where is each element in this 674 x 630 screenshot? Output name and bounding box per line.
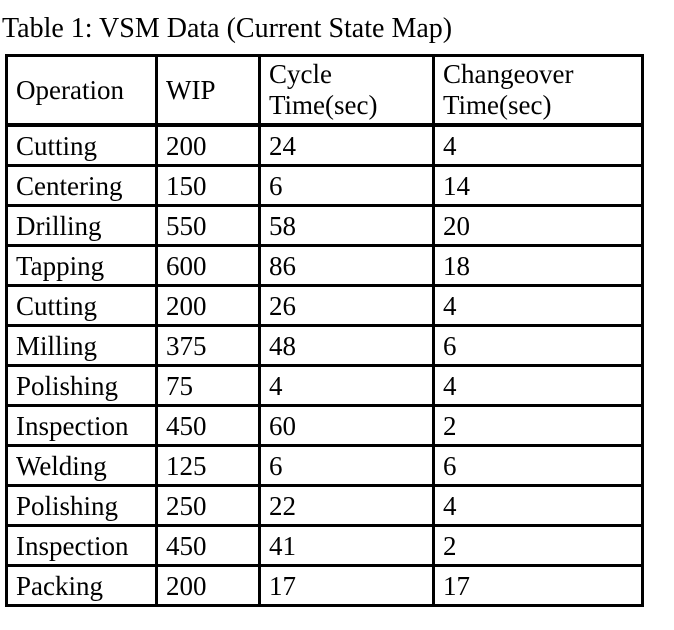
cell-wip: 125	[155, 444, 261, 487]
cell-operation: Tapping	[5, 244, 158, 287]
table-row: Welding 125 6 6	[5, 444, 644, 487]
cell-wip: 450	[155, 404, 261, 447]
col-header-operation: Operation	[5, 54, 158, 127]
cell-cycle-time-sec: 86	[258, 244, 435, 287]
cell-operation: Polishing	[5, 364, 158, 407]
cell-wip: 200	[155, 123, 261, 167]
cell-cycle-time-sec: 58	[258, 204, 435, 247]
cell-operation: Polishing	[5, 484, 158, 527]
cell-wip: 450	[155, 524, 261, 567]
cell-wip: 150	[155, 164, 261, 207]
cell-cycle-time-sec: 41	[258, 524, 435, 567]
cell-changeover-time-sec: 6	[432, 324, 644, 367]
table-row: Polishing 250 22 4	[5, 484, 644, 527]
table-row: Inspection 450 41 2	[5, 524, 644, 567]
cell-changeover-time-sec: 4	[432, 123, 644, 167]
cell-changeover-time-sec: 4	[432, 364, 644, 407]
cell-cycle-time-sec: 48	[258, 324, 435, 367]
cell-changeover-time-sec: 18	[432, 244, 644, 287]
vsm-data-table: Operation WIP Cycle Time(sec) Changeover…	[5, 54, 644, 607]
cell-cycle-time-sec: 17	[258, 564, 435, 607]
header-row: Operation WIP Cycle Time(sec) Changeover…	[5, 54, 644, 127]
table-body: Cutting 200 24 4 Centering 150 6 14 Drilling 550 5…	[5, 123, 644, 607]
table-row: Drilling 550 58 20	[5, 204, 644, 247]
cell-wip: 375	[155, 324, 261, 367]
col-header-changeover-time: Changeover Time(sec)	[432, 54, 644, 127]
cell-wip: 200	[155, 564, 261, 607]
table-row: Polishing 75 4 4	[5, 364, 644, 407]
table-row: Packing 200 17 17	[5, 564, 644, 607]
cell-changeover-time-sec: 2	[432, 404, 644, 447]
table-row: Tapping 600 86 18	[5, 244, 644, 287]
cell-changeover-time-sec: 4	[432, 284, 644, 327]
cell-operation: Drilling	[5, 204, 158, 247]
cell-changeover-time-sec: 20	[432, 204, 644, 247]
cell-cycle-time-sec: 24	[258, 123, 435, 167]
cell-wip: 250	[155, 484, 261, 527]
cell-cycle-time-sec: 6	[258, 164, 435, 207]
cell-changeover-time-sec: 4	[432, 484, 644, 527]
cell-wip: 550	[155, 204, 261, 247]
cell-cycle-time-sec: 60	[258, 404, 435, 447]
cell-operation: Inspection	[5, 524, 158, 567]
cell-wip: 200	[155, 284, 261, 327]
table-row: Inspection 450 60 2	[5, 404, 644, 447]
cell-changeover-time-sec: 14	[432, 164, 644, 207]
cell-operation: Cutting	[5, 123, 158, 167]
table-row: Centering 150 6 14	[5, 164, 644, 207]
table-row: Cutting 200 26 4	[5, 284, 644, 327]
cell-operation: Milling	[5, 324, 158, 367]
cell-operation: Cutting	[5, 284, 158, 327]
col-header-wip: WIP	[155, 54, 261, 127]
cell-changeover-time-sec: 17	[432, 564, 644, 607]
cell-cycle-time-sec: 22	[258, 484, 435, 527]
cell-changeover-time-sec: 2	[432, 524, 644, 567]
table-row: Milling 375 48 6	[5, 324, 644, 367]
cell-cycle-time-sec: 6	[258, 444, 435, 487]
col-header-cycle-time: Cycle Time(sec)	[258, 54, 435, 127]
cell-changeover-time-sec: 6	[432, 444, 644, 487]
table-row: Cutting 200 24 4	[5, 123, 644, 167]
table-caption: Table 1: VSM Data (Current State Map)	[2, 13, 453, 44]
cell-operation: Packing	[5, 564, 158, 607]
cell-cycle-time-sec: 4	[258, 364, 435, 407]
cell-cycle-time-sec: 26	[258, 284, 435, 327]
cell-operation: Centering	[5, 164, 158, 207]
cell-wip: 600	[155, 244, 261, 287]
cell-operation: Inspection	[5, 404, 158, 447]
cell-operation: Welding	[5, 444, 158, 487]
document-page: Table 1: VSM Data (Current State Map) Op…	[0, 12, 674, 630]
cell-wip: 75	[155, 364, 261, 407]
